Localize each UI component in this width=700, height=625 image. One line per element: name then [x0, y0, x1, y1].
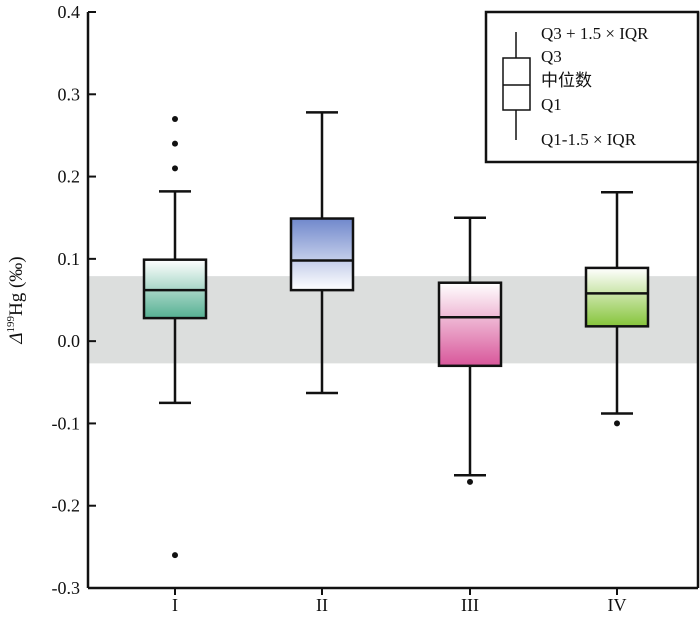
legend-label-q1: Q1 [541, 95, 562, 114]
outlier-point [172, 115, 178, 122]
x-tick-label: III [461, 595, 479, 615]
x-tick-label: IV [608, 595, 627, 615]
y-tick-label: 0.2 [58, 167, 81, 187]
boxes [142, 111, 650, 559]
legend-box [502, 57, 531, 111]
outlier-point [467, 478, 473, 485]
box-III [437, 281, 503, 368]
y-axis-label: Δ199Hg (‰) [5, 256, 27, 344]
y-tick-label: 0.3 [58, 84, 81, 104]
y-tick-label: -0.3 [52, 578, 81, 598]
legend-label-q3: Q3 [541, 47, 562, 66]
outlier-point [614, 420, 620, 427]
y-tick-label: 0.1 [58, 249, 81, 269]
legend-label-upper-whisker: Q3 + 1.5 × IQR [541, 24, 649, 43]
y-tick-label: 0.0 [58, 331, 81, 351]
y-tick-label: 0.4 [58, 2, 81, 22]
box-II [289, 217, 355, 292]
legend-label-lower-whisker: Q1-1.5 × IQR [541, 130, 637, 149]
axes: -0.3-0.2-0.10.00.10.20.30.4I II III IV [52, 2, 700, 615]
x-tick-label: I [172, 595, 178, 615]
y-tick-label: -0.1 [52, 413, 81, 433]
outlier-point [172, 552, 178, 559]
x-tick-label: II [316, 595, 328, 615]
y-tick-label: -0.2 [52, 496, 81, 516]
outlier-point [172, 140, 178, 147]
outlier-point [172, 165, 178, 172]
box-IV [584, 266, 650, 328]
legend-label-median: 中位数 [541, 71, 592, 90]
legend: Q3 + 1.5 × IQR Q3 中位数 Q1 Q1-1.5 × IQR [484, 10, 700, 164]
